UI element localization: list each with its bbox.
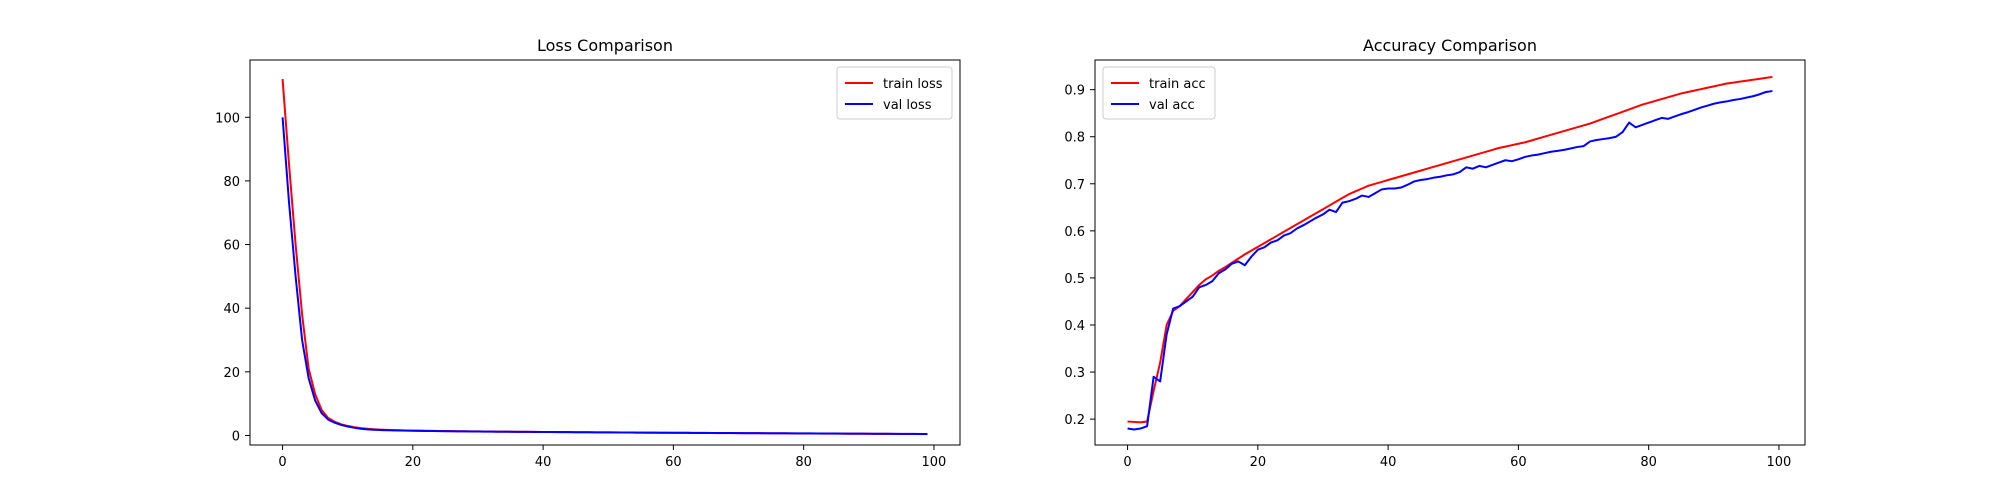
y-tick-label: 40 xyxy=(223,302,240,317)
series-line-train-acc xyxy=(1127,75,1773,424)
x-tick-label: 0 xyxy=(278,455,286,470)
x-tick-label: 100 xyxy=(922,455,947,470)
y-tick-label: 100 xyxy=(215,111,240,126)
legend-label: val loss xyxy=(883,98,932,113)
legend-box xyxy=(836,66,953,120)
chart-accuracy: Accuracy Comparison 0 20 40 60 80 100 0.2 0.3 0.4… xyxy=(1064,36,1806,470)
x-tick-label: 60 xyxy=(1510,455,1527,470)
x-tick-label: 60 xyxy=(665,455,682,470)
y-tick-label: 80 xyxy=(223,175,240,190)
y-tick-label: 0.7 xyxy=(1064,178,1085,193)
x-tick-label: 0 xyxy=(1123,455,1131,470)
x-tick-label: 40 xyxy=(535,455,552,470)
x-tick-label: 80 xyxy=(795,455,812,470)
x-tick-label: 20 xyxy=(1250,455,1267,470)
y-tick-label: 60 xyxy=(223,239,240,254)
axes-frame xyxy=(249,59,961,446)
chart-title: Accuracy Comparison xyxy=(1363,36,1537,55)
y-tick-label: 0.9 xyxy=(1064,84,1085,99)
series-line-val-loss xyxy=(281,117,928,435)
x-tick-label: 20 xyxy=(405,455,422,470)
legend-label: val acc xyxy=(1149,98,1195,113)
legend: train loss val loss xyxy=(836,66,953,120)
y-tick-label: 20 xyxy=(223,366,240,381)
y-tick-label: 0.4 xyxy=(1064,319,1085,334)
legend: train acc val acc xyxy=(1102,66,1216,120)
y-tick-label: 0.5 xyxy=(1064,272,1085,287)
legend-label: train loss xyxy=(883,77,943,92)
chart-loss: Loss Comparison 0 20 40 60 80 100 0 20 40 60 80 100 t… xyxy=(215,36,961,470)
axes-frame xyxy=(1094,59,1806,446)
y-tick-label: 0.2 xyxy=(1064,413,1085,428)
y-tick-label: 0.8 xyxy=(1064,131,1085,146)
y-tick-label: 0.6 xyxy=(1064,225,1085,240)
x-tick-label: 100 xyxy=(1767,455,1792,470)
legend-label: train acc xyxy=(1149,77,1206,92)
legend-box xyxy=(1102,66,1216,120)
series-line-train-loss xyxy=(281,79,928,436)
x-tick-label: 80 xyxy=(1640,455,1657,470)
x-tick-label: 40 xyxy=(1380,455,1397,470)
y-tick-label: 0.3 xyxy=(1064,366,1085,381)
chart-title: Loss Comparison xyxy=(537,36,673,55)
y-tick-label: 0 xyxy=(232,429,240,444)
series-line-val-acc xyxy=(1127,90,1773,431)
